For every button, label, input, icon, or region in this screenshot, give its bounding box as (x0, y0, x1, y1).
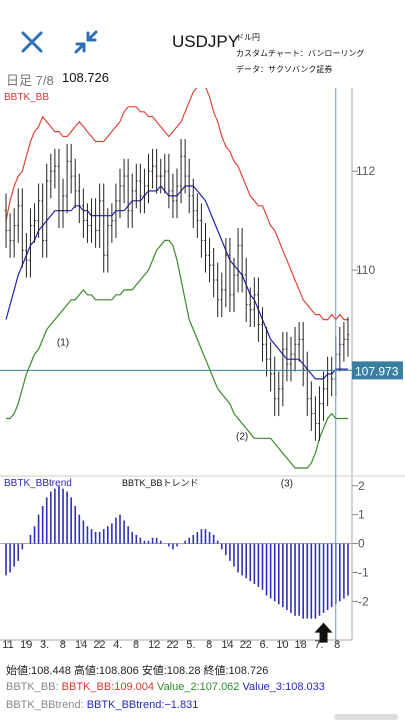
wave-label: (1) (57, 337, 69, 348)
x-tick-label: 14 (75, 639, 87, 648)
bollinger-bands (5, 88, 348, 469)
last-price-tag (352, 361, 403, 380)
x-tick-label: 14 (221, 639, 233, 648)
price-y-tick-label: 110 (356, 263, 375, 277)
price-y-tick-label: 112 (356, 164, 375, 178)
x-tick-label: 3. (40, 639, 49, 648)
trend-panel-title: BBTK_BBトレンド (122, 478, 199, 488)
x-tick-label: 22 (240, 639, 252, 648)
trend-y-tick-label: -1 (358, 565, 369, 579)
trend-y-tick-label: 0 (358, 537, 365, 551)
bb-upper-value: BBTK_BB:109.004 (61, 681, 154, 693)
ohlc-readout: 始値:108.448 高値:108.806 安値:108.28 終値:108.7… (6, 665, 269, 677)
x-tick-label: 12 (148, 639, 160, 648)
x-tick-label: 4. (113, 639, 122, 648)
bb-middle-value: Value_3:108.033 (242, 681, 325, 693)
x-tick-label: 11 (2, 639, 13, 648)
wave-label: (2) (236, 431, 248, 442)
trend-y-tick-label: -2 (358, 594, 369, 608)
candlestick-series (4, 139, 350, 441)
minimize-arrows-icon[interactable] (72, 28, 100, 56)
x-tick-label: 22 (166, 639, 178, 648)
close-icon[interactable] (18, 28, 46, 56)
x-tick-label: 8 (133, 639, 139, 648)
x-tick-label: 10 (276, 639, 288, 648)
bar-price: 108.726 (62, 70, 109, 85)
data-source-label: データ：サクソバンク証券 (236, 65, 333, 74)
chart-source-label: カスタムチャート：バンローリング (236, 49, 365, 58)
chart-overlay: (1) (2) (3) 107.973 BBTK_BB BBTK_BBtrend BBTK_… (0, 88, 403, 643)
wave-label: (3) (281, 478, 293, 489)
bar-date-label: 日足 7/8 (6, 73, 54, 88)
bb-prefix: BBTK_BB: (6, 681, 62, 693)
x-tick-label: 8 (206, 639, 212, 648)
lower-band-line (6, 239, 348, 469)
last-price-text: 107.973 (355, 364, 399, 378)
trend-prefix: BBTK_BBtrend: (6, 699, 87, 711)
x-tick-label: 8 (60, 639, 66, 648)
x-tick-label: 22 (93, 639, 105, 648)
trend-y-tick-label: 2 (358, 479, 365, 493)
symbol-name: ドル円 (236, 33, 260, 42)
upper-band-line (5, 88, 348, 321)
x-tick-label: 18 (294, 639, 306, 648)
trend-value: BBTK_BBtrend:−1.831 (86, 699, 199, 711)
bb-readout: BBTK_BB: BBTK_BB:109.004 Value_2:107.062… (6, 681, 325, 693)
trend-readout: BBTK_BBtrend: BBTK_BBtrend:−1.831 (6, 699, 198, 711)
top-bar: USDJPY ドル円 カスタムチャート：バンローリング データ：サクソバンク証券… (0, 0, 405, 88)
trend-indicator-label: BBTK_BBtrend (4, 478, 72, 489)
scroll-indicator[interactable] (334, 714, 398, 720)
x-tick-label: 6. (259, 639, 268, 648)
x-tick-label: 8 (334, 639, 340, 648)
trend-y-tick-label: 1 (358, 508, 365, 522)
x-tick-label: 5. (186, 639, 195, 648)
symbol-title: USDJPY (172, 32, 240, 51)
trend-histogram (0, 485, 352, 619)
up-arrow-icon (314, 622, 333, 643)
bb-indicator-label: BBTK_BB (4, 92, 49, 103)
bb-lower-value: Value_2:107.062 (157, 681, 240, 693)
info-panel: 始値:108.448 高値:108.806 安値:108.28 終値:108.7… (0, 648, 405, 720)
x-tick-label: 7. (314, 639, 323, 648)
x-tick-label: 19 (20, 639, 32, 648)
